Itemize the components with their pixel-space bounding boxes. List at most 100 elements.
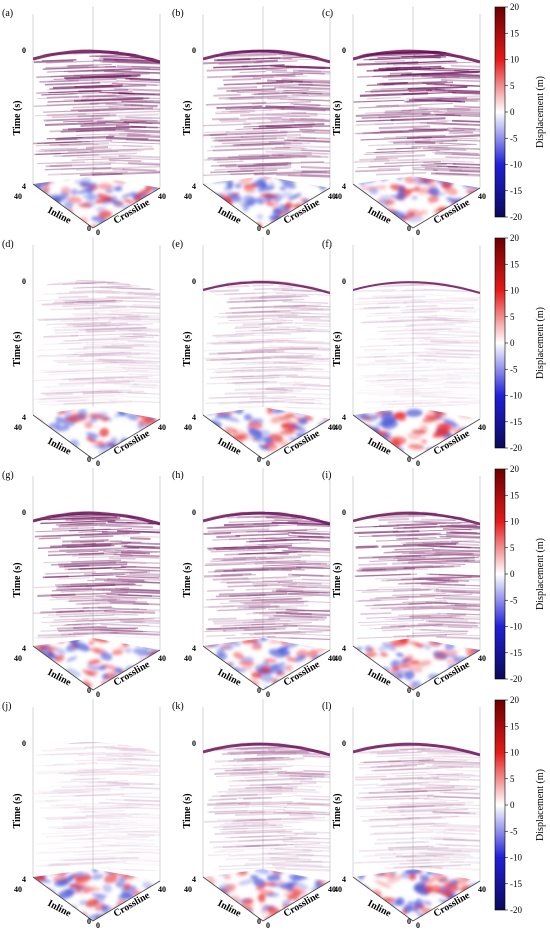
colorbar-tick: 0 bbox=[510, 107, 515, 117]
colorbar-tick: 0 bbox=[510, 338, 515, 348]
colorbar-row-3: 20 15 10 5 0 -5 -10 -15 -20 Displacement (m) bbox=[494, 464, 546, 684]
time-tick-4: 4 bbox=[342, 644, 346, 653]
crossline-tick-0: 0 bbox=[266, 228, 270, 237]
time-axis-label: Time (s) bbox=[12, 562, 23, 597]
time-tick-0: 0 bbox=[192, 46, 196, 55]
time-tick-0: 0 bbox=[22, 739, 26, 748]
panel-label: (c) bbox=[322, 8, 333, 19]
colorbar-tick: -10 bbox=[510, 622, 522, 632]
seismic-section bbox=[33, 49, 160, 177]
inline-tick-0: 0 bbox=[87, 686, 91, 695]
inline-tick-40: 40 bbox=[334, 423, 342, 432]
inline-tick-40: 40 bbox=[184, 885, 192, 894]
seismic-section bbox=[353, 49, 480, 177]
colorbar-label: Displacement (m) bbox=[535, 76, 546, 148]
time-tick-0: 0 bbox=[192, 508, 196, 517]
panel-label: (g) bbox=[2, 470, 14, 481]
inline-tick-0: 0 bbox=[257, 455, 261, 464]
time-tick-0: 0 bbox=[22, 277, 26, 286]
crossline-tick-0: 0 bbox=[96, 459, 100, 468]
time-axis-label: Time (s) bbox=[182, 562, 193, 597]
colorbar-tick: -20 bbox=[510, 905, 522, 915]
panel-label: (k) bbox=[172, 701, 184, 712]
colorbar-gradient bbox=[494, 237, 506, 449]
colorbar-gradient bbox=[494, 6, 506, 218]
colorbar-tick: 5 bbox=[510, 543, 515, 553]
colorbar-tick: 20 bbox=[510, 233, 520, 243]
time-tick-4: 4 bbox=[22, 875, 26, 884]
time-axis-label: Time (s) bbox=[12, 793, 23, 828]
colorbar-tick: 15 bbox=[510, 28, 520, 38]
crossline-tick-40: 40 bbox=[328, 423, 336, 432]
colorbar-tick: -10 bbox=[510, 160, 522, 170]
colorbar-tick: 20 bbox=[510, 695, 520, 705]
time-axis-label: Time (s) bbox=[182, 100, 193, 135]
time-axis-label: Time (s) bbox=[332, 331, 343, 366]
crossline-tick-40: 40 bbox=[328, 885, 336, 894]
time-tick-0: 0 bbox=[192, 277, 196, 286]
seismic-section bbox=[203, 511, 330, 641]
colorbar-tick: 5 bbox=[510, 312, 515, 322]
inline-tick-0: 0 bbox=[407, 224, 411, 233]
time-tick-0: 0 bbox=[342, 46, 346, 55]
time-tick-4: 4 bbox=[192, 182, 196, 191]
time-tick-0: 0 bbox=[342, 277, 346, 286]
panel-label: (b) bbox=[172, 8, 184, 19]
colorbar-tick: -5 bbox=[510, 595, 518, 605]
inline-tick-0: 0 bbox=[87, 455, 91, 464]
colorbar-gradient bbox=[494, 468, 506, 680]
seismic-section bbox=[33, 280, 160, 406]
seismic-section bbox=[33, 742, 160, 872]
crossline-tick-0: 0 bbox=[96, 228, 100, 237]
inline-tick-40: 40 bbox=[184, 192, 192, 201]
crossline-tick-40: 40 bbox=[158, 423, 166, 432]
time-tick-4: 4 bbox=[342, 413, 346, 422]
seismic-section bbox=[353, 280, 480, 409]
time-tick-4: 4 bbox=[342, 182, 346, 191]
seismic-section bbox=[203, 742, 330, 872]
crossline-tick-40: 40 bbox=[478, 192, 486, 201]
panel-label: (d) bbox=[2, 239, 14, 250]
colorbar-tick: -20 bbox=[510, 443, 522, 453]
panel-label: (f) bbox=[322, 239, 332, 250]
time-axis-label: Time (s) bbox=[182, 331, 193, 366]
panel-label: (h) bbox=[172, 470, 184, 481]
colorbar-tick: 10 bbox=[510, 748, 520, 758]
crossline-tick-0: 0 bbox=[266, 921, 270, 930]
time-tick-4: 4 bbox=[192, 644, 196, 653]
crossline-tick-40: 40 bbox=[158, 885, 166, 894]
colorbar-tick: 5 bbox=[510, 81, 515, 91]
colorbar-tick: 15 bbox=[510, 490, 520, 500]
colorbar-row-1: 20 15 10 5 0 -5 -10 -15 -20 Displacement (m) bbox=[494, 2, 546, 222]
colorbar-tick: 15 bbox=[510, 721, 520, 731]
inline-tick-0: 0 bbox=[87, 224, 91, 233]
colorbar-tick: -15 bbox=[510, 879, 522, 889]
colorbar-tick: 0 bbox=[510, 800, 515, 810]
colorbar-tick: -20 bbox=[510, 212, 522, 222]
time-axis-label: Time (s) bbox=[332, 793, 343, 828]
inline-tick-0: 0 bbox=[407, 455, 411, 464]
crossline-tick-40: 40 bbox=[158, 654, 166, 663]
colorbar-tick: -15 bbox=[510, 186, 522, 196]
panel-label: (e) bbox=[172, 239, 183, 250]
colorbar-tick: -10 bbox=[510, 391, 522, 401]
crossline-tick-40: 40 bbox=[328, 654, 336, 663]
crossline-tick-0: 0 bbox=[416, 921, 420, 930]
seismic-section bbox=[203, 280, 330, 410]
crossline-tick-40: 40 bbox=[158, 192, 166, 201]
time-tick-4: 4 bbox=[22, 413, 26, 422]
colorbar-tick: 20 bbox=[510, 2, 520, 12]
panel-label: (j) bbox=[2, 701, 11, 712]
time-tick-4: 4 bbox=[342, 875, 346, 884]
colorbar-row-2: 20 15 10 5 0 -5 -10 -15 -20 Displacement (m) bbox=[494, 233, 546, 453]
colorbar-tick: -5 bbox=[510, 133, 518, 143]
inline-tick-40: 40 bbox=[334, 885, 342, 894]
time-tick-4: 4 bbox=[22, 644, 26, 653]
inline-tick-0: 0 bbox=[257, 686, 261, 695]
